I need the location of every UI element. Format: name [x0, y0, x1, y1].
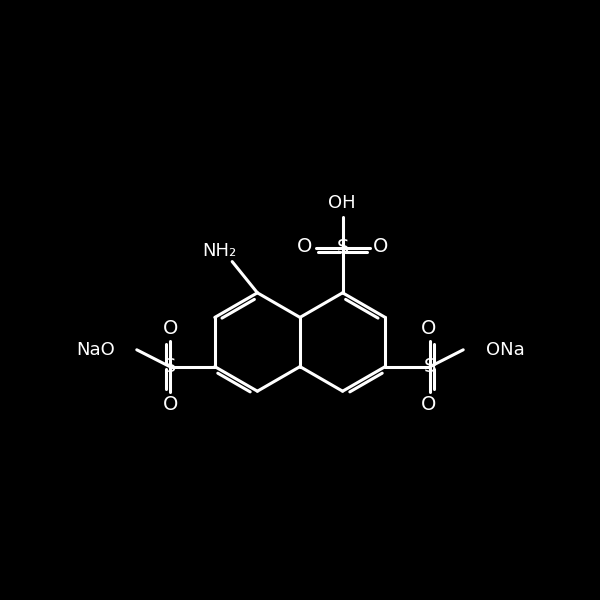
Text: O: O: [421, 319, 437, 338]
Text: O: O: [297, 237, 313, 256]
Text: S: S: [424, 357, 436, 376]
Text: S: S: [164, 357, 176, 376]
Text: O: O: [421, 395, 437, 415]
Text: NH₂: NH₂: [202, 242, 236, 260]
Text: O: O: [373, 237, 388, 256]
Text: O: O: [163, 395, 179, 415]
Text: O: O: [163, 319, 179, 338]
Text: NaO: NaO: [76, 341, 115, 359]
Text: ONa: ONa: [486, 341, 525, 359]
Text: OH: OH: [328, 194, 355, 212]
Text: S: S: [337, 238, 349, 257]
